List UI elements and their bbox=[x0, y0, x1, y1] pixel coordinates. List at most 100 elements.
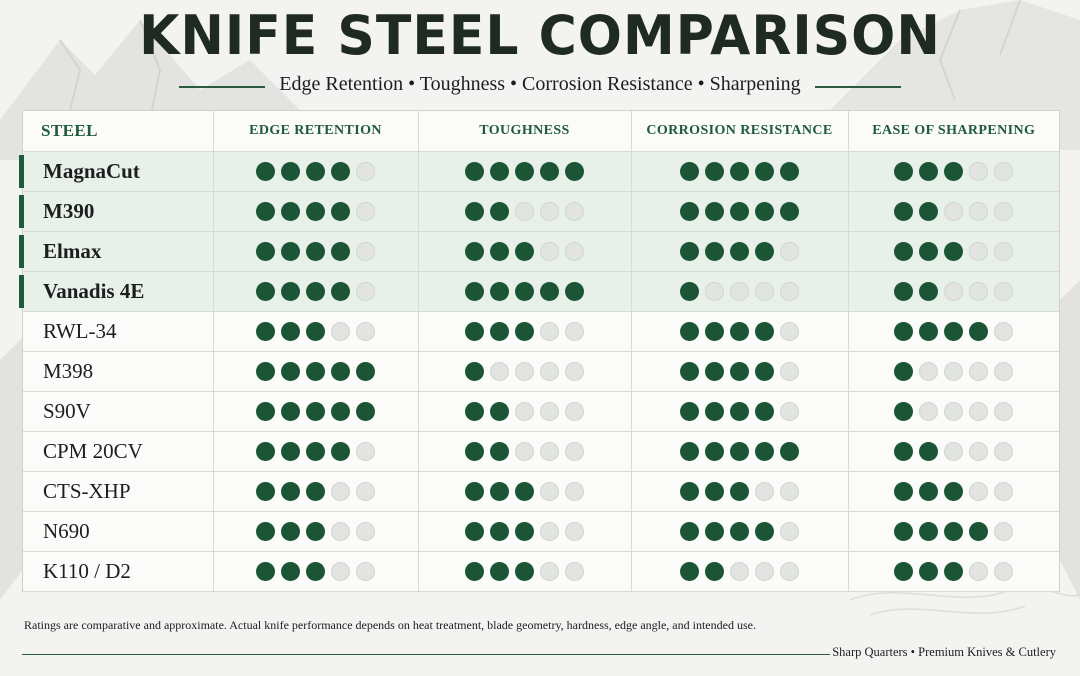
steel-name: M390 bbox=[19, 191, 214, 232]
rating-dot-empty bbox=[540, 481, 559, 501]
subtitle-rule-right bbox=[814, 86, 901, 88]
brand-footer: Sharp Quarters • Premium Knives & Cutler… bbox=[832, 645, 1056, 659]
rating-dot-filled bbox=[256, 481, 275, 501]
rating-cell-corrosion-resistance bbox=[631, 231, 849, 272]
table-row: Elmax bbox=[19, 231, 1060, 272]
steel-name: M398 bbox=[23, 351, 214, 392]
rating-cell-ease-of-sharpening bbox=[848, 511, 1059, 552]
rating-dot-filled bbox=[490, 441, 509, 461]
rating-dots bbox=[214, 161, 418, 181]
rating-dot-empty bbox=[356, 481, 375, 501]
rating-dot-empty bbox=[356, 281, 375, 301]
rating-dot-filled bbox=[705, 521, 724, 541]
rating-dot-empty bbox=[780, 521, 799, 541]
rating-dot-filled bbox=[730, 241, 749, 261]
column-header-steel: STEEL bbox=[23, 111, 214, 152]
rating-dot-filled bbox=[331, 281, 350, 301]
rating-dot-empty bbox=[565, 481, 584, 501]
rating-dot-empty bbox=[994, 441, 1014, 461]
rating-dot-filled bbox=[894, 441, 914, 461]
rating-dot-filled bbox=[894, 161, 914, 181]
rating-cell-toughness bbox=[418, 511, 632, 552]
rating-dot-filled bbox=[281, 441, 300, 461]
rating-dot-filled bbox=[331, 441, 350, 461]
rating-dot-filled bbox=[730, 441, 749, 461]
rating-dot-empty bbox=[356, 561, 375, 581]
rating-dot-filled bbox=[356, 361, 375, 381]
steel-name: Vanadis 4E bbox=[19, 271, 214, 312]
rating-dots bbox=[849, 481, 1060, 501]
rating-dots bbox=[849, 201, 1060, 221]
rating-dots bbox=[849, 361, 1060, 381]
rating-cell-ease-of-sharpening bbox=[848, 191, 1060, 232]
rating-dot-filled bbox=[281, 481, 300, 501]
rating-dot-filled bbox=[680, 361, 699, 381]
rating-dot-filled bbox=[465, 401, 484, 421]
rating-dot-filled bbox=[331, 201, 350, 221]
rating-dot-filled bbox=[565, 281, 584, 301]
rating-dots bbox=[632, 161, 848, 181]
rating-dot-filled bbox=[944, 321, 964, 341]
rating-dot-filled bbox=[465, 281, 484, 301]
rating-dot-empty bbox=[540, 521, 559, 541]
rating-dots bbox=[632, 361, 848, 381]
rating-dot-filled bbox=[565, 161, 584, 181]
rating-dot-filled bbox=[465, 161, 484, 181]
rating-dot-filled bbox=[515, 321, 534, 341]
rating-cell-ease-of-sharpening bbox=[848, 431, 1060, 472]
rating-dots bbox=[419, 441, 631, 461]
rating-dot-filled bbox=[944, 521, 964, 541]
rating-dot-empty bbox=[540, 201, 559, 221]
rating-dot-filled bbox=[944, 561, 964, 581]
rating-dot-filled bbox=[515, 241, 534, 261]
rating-dot-empty bbox=[565, 201, 584, 221]
rating-dots bbox=[849, 161, 1060, 181]
table-header-row: STEEL EDGE RETENTION TOUGHNESS CORROSION… bbox=[23, 111, 1059, 152]
rating-dot-filled bbox=[465, 321, 484, 341]
rating-dot-filled bbox=[306, 161, 325, 181]
rating-cell-edge-retention bbox=[213, 151, 419, 192]
rating-dot-filled bbox=[680, 281, 699, 301]
rating-dot-filled bbox=[705, 361, 724, 381]
rating-dot-filled bbox=[680, 561, 699, 581]
rating-cell-corrosion-resistance bbox=[631, 391, 849, 432]
rating-cell-toughness bbox=[418, 231, 632, 272]
rating-dot-filled bbox=[465, 241, 484, 261]
rating-dot-filled bbox=[944, 161, 964, 181]
rating-dots bbox=[849, 241, 1060, 261]
rating-dot-filled bbox=[944, 481, 964, 501]
rating-dot-filled bbox=[919, 161, 939, 181]
rating-dots bbox=[419, 561, 631, 581]
rating-dot-filled bbox=[755, 241, 774, 261]
rating-dot-filled bbox=[515, 521, 534, 541]
rating-dot-filled bbox=[256, 521, 275, 541]
subtitle-rule-left bbox=[179, 86, 266, 88]
rating-dot-filled bbox=[894, 321, 914, 341]
rating-dot-empty bbox=[490, 361, 509, 381]
rating-cell-ease-of-sharpening bbox=[848, 231, 1060, 272]
rating-dot-empty bbox=[780, 401, 799, 421]
table-body: MagnaCut M390 Elmax Vanadis 4E RWL-34 M398 S90… bbox=[19, 151, 1060, 592]
rating-dot-empty bbox=[919, 361, 939, 381]
rating-dot-empty bbox=[780, 241, 799, 261]
rating-dot-empty bbox=[356, 521, 375, 541]
rating-dots bbox=[849, 441, 1060, 461]
rating-dot-empty bbox=[565, 241, 584, 261]
rating-dots bbox=[632, 481, 848, 501]
rating-dot-empty bbox=[994, 361, 1014, 381]
rating-dot-empty bbox=[356, 241, 375, 261]
rating-dot-filled bbox=[919, 281, 939, 301]
rating-dot-filled bbox=[281, 521, 300, 541]
rating-dot-filled bbox=[755, 441, 774, 461]
rating-dot-filled bbox=[680, 321, 699, 341]
rating-dot-empty bbox=[565, 521, 584, 541]
rating-cell-toughness bbox=[418, 271, 632, 312]
rating-dot-empty bbox=[515, 361, 534, 381]
rating-dot-filled bbox=[490, 201, 509, 221]
rating-dot-filled bbox=[490, 281, 509, 301]
rating-dot-filled bbox=[755, 521, 774, 541]
rating-dot-filled bbox=[256, 161, 275, 181]
rating-dot-filled bbox=[490, 321, 509, 341]
rating-dot-empty bbox=[780, 361, 799, 381]
rating-dot-filled bbox=[331, 401, 350, 421]
